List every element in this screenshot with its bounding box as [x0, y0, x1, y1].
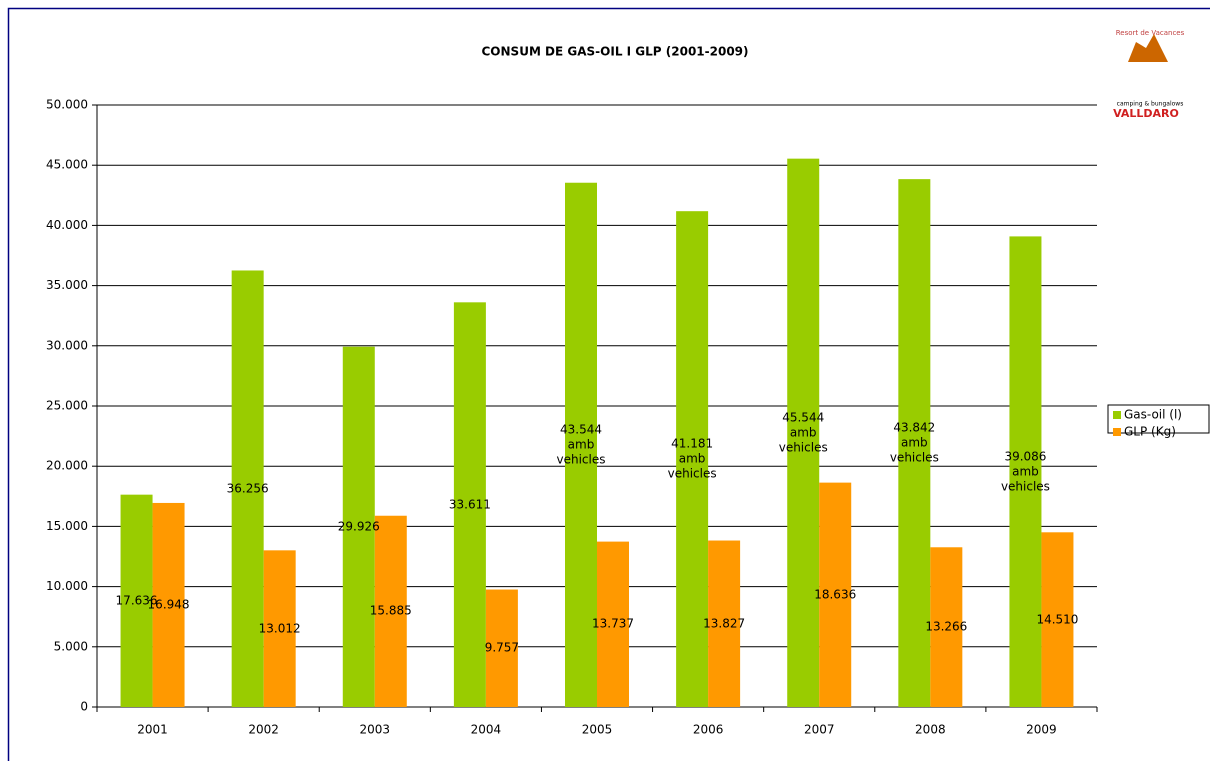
- bar: [819, 482, 852, 707]
- x-tick-label: 2008: [915, 723, 946, 737]
- value-label: 33.611: [448, 497, 491, 512]
- logo-middle: camping & bungalows: [1117, 101, 1184, 108]
- value-label: 15.885: [369, 603, 412, 618]
- bar: [708, 540, 741, 707]
- y-tick-label: 45.000: [46, 158, 88, 172]
- value-label: 43.842 amb vehicles: [889, 420, 939, 465]
- y-tick-label: 20.000: [46, 459, 88, 473]
- x-tick-label: 2002: [248, 723, 279, 737]
- value-label: 13.827: [703, 616, 746, 631]
- value-label: 16.948: [147, 597, 190, 612]
- y-tick-label: 35.000: [46, 278, 88, 292]
- value-label: 41.181 amb vehicles: [667, 436, 717, 481]
- value-label: 13.737: [592, 616, 634, 631]
- logo-top: Resort de Vacances: [1116, 29, 1185, 37]
- x-tick-label: 2003: [360, 723, 391, 737]
- y-tick-label: 40.000: [46, 218, 88, 232]
- value-label: 14.510: [1036, 612, 1079, 627]
- value-label: 45.544 amb vehicles: [778, 410, 828, 455]
- value-label: 13.012: [258, 621, 301, 636]
- logo: Resort de Vacances camping & bungalows V…: [1113, 29, 1184, 120]
- value-label: 43.544 amb vehicles: [556, 422, 606, 467]
- x-tick-label: 2009: [1026, 723, 1057, 737]
- legend-swatch: [1113, 411, 1121, 419]
- bar: [898, 179, 931, 707]
- legend-label: GLP (Kg): [1124, 425, 1176, 439]
- bar: [263, 550, 296, 707]
- value-label: 39.086 amb vehicles: [1000, 449, 1050, 494]
- chart-title: CONSUM DE GAS-OIL I GLP (2001-2009): [482, 45, 749, 59]
- y-tick-label: 10.000: [46, 579, 88, 593]
- value-label: 9.757: [484, 640, 520, 655]
- value-label: 18.636: [814, 587, 857, 602]
- y-tick-label: 25.000: [46, 399, 88, 413]
- bar: [1009, 236, 1042, 708]
- x-tick-label: 2005: [582, 723, 613, 737]
- x-tick-label: 2001: [137, 723, 168, 737]
- x-tick-label: 2004: [471, 723, 502, 737]
- bar: [787, 158, 820, 707]
- bar: [565, 182, 597, 708]
- x-tick-label: 2007: [804, 723, 835, 737]
- bar: [374, 515, 407, 707]
- y-tick-label: 50.000: [46, 98, 88, 112]
- x-tick-label: 2006: [693, 723, 724, 737]
- y-tick-label: 0: [80, 700, 88, 714]
- y-tick-label: 15.000: [46, 519, 88, 533]
- bar: [120, 494, 153, 707]
- bar: [676, 211, 709, 707]
- y-tick-label: 5.000: [54, 639, 88, 653]
- legend-label: Gas-oil (l): [1124, 408, 1182, 422]
- legend-box: [1107, 404, 1210, 434]
- bar: [597, 541, 629, 707]
- value-label: 36.256: [226, 481, 269, 496]
- y-tick-label: 30.000: [46, 338, 88, 352]
- value-label: 13.266: [925, 619, 968, 634]
- bar: [485, 589, 518, 707]
- value-label: 17.636: [115, 593, 158, 608]
- legend-swatch: [1113, 428, 1121, 436]
- bar: [930, 547, 963, 707]
- bar: [342, 346, 375, 707]
- bar: [231, 270, 264, 707]
- logo-icon: [1128, 34, 1168, 62]
- bar: [152, 502, 185, 707]
- bar: [453, 302, 486, 707]
- logo-name: VALLDARO: [1113, 107, 1179, 120]
- bar: [1041, 532, 1074, 707]
- value-label: 29.926: [337, 519, 380, 534]
